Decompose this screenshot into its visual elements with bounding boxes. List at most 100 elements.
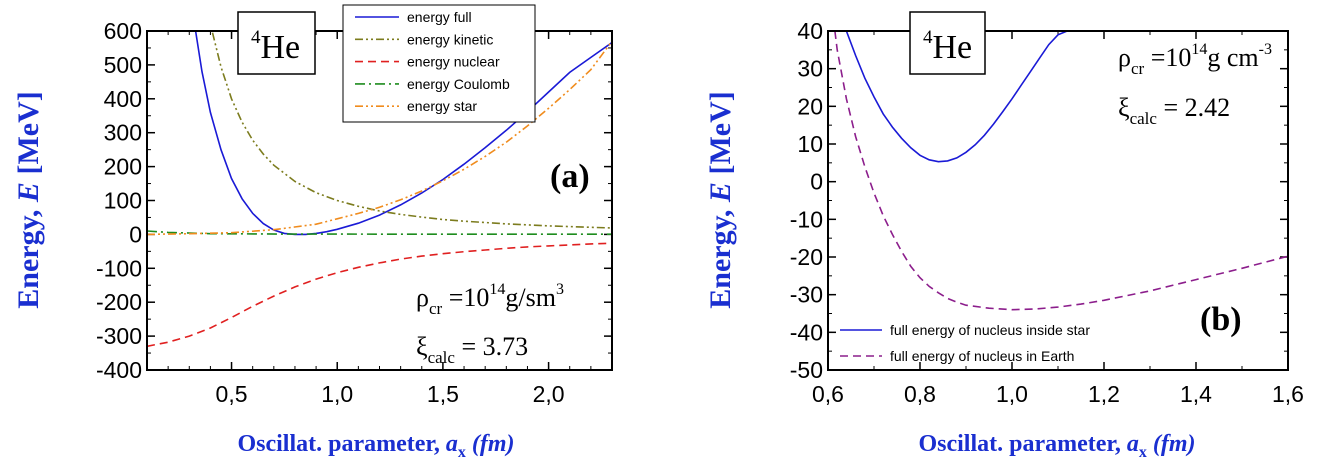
- legend-label: energy full: [407, 9, 472, 25]
- legend-label: full energy of nucleus inside star: [890, 322, 1090, 338]
- chart-panel-a: 0,5 1,0 1,5 2,0 -400 -300 -200 -100 0 100 200 300 40…: [12, 4, 613, 461]
- nucleus-label-box: 4He: [909, 11, 986, 75]
- nucleus-label-box: 4He: [237, 11, 316, 75]
- legend: energy full energy kinetic energy nuclear e…: [342, 4, 536, 123]
- y-label-unit: [MeV]: [12, 91, 45, 182]
- xi-annotation: ξcalc = 2.42: [1118, 93, 1230, 128]
- x-label-subscript: x: [458, 444, 466, 461]
- nucleus-box-frame: [909, 11, 986, 75]
- y-label-text: Energy,: [704, 202, 737, 309]
- y-tick-label: 20: [797, 93, 823, 119]
- xi-subscript: calc: [428, 348, 456, 367]
- rho-unit: g/sm: [505, 283, 556, 312]
- element-symbol: He: [261, 29, 301, 66]
- legend-label: full energy of nucleus in Earth: [890, 348, 1074, 364]
- panel-label: (b): [1200, 301, 1242, 338]
- y-tick-label: -30: [790, 282, 823, 308]
- rho-symbol: ρ: [416, 283, 429, 312]
- x-tick-label: 1,5: [427, 381, 459, 407]
- series-line: [147, 40, 612, 236]
- nucleus-label: 4He: [923, 27, 972, 66]
- legend-label: energy Coulomb: [407, 76, 510, 92]
- y-tick-label: 300: [104, 120, 142, 146]
- series-line: [834, 31, 1288, 311]
- plot-frame: [827, 30, 1289, 371]
- y-label-variable: E: [12, 182, 45, 203]
- series-line: [845, 31, 1068, 163]
- y-axis-label: Energy, E [MeV]: [12, 91, 45, 308]
- y-tick-label: 0: [129, 221, 142, 247]
- nucleus-box-frame: [237, 11, 316, 75]
- xi-annotation: ξcalc = 3.73: [416, 332, 528, 367]
- rho-unit: g cm: [1207, 43, 1258, 72]
- xi-value: = 2.42: [1157, 93, 1230, 122]
- x-tick-label: 1,0: [996, 381, 1028, 407]
- rho-unit-exponent: 3: [556, 281, 564, 298]
- y-tick-label: -200: [96, 289, 142, 315]
- series-line: [147, 242, 612, 348]
- y-tick-label: 600: [104, 18, 142, 44]
- series-line: [147, 230, 612, 235]
- x-tick-label: 1,6: [1272, 381, 1304, 407]
- x-tick-label: 1,2: [1088, 381, 1120, 407]
- rho-symbol: ρ: [1118, 43, 1131, 72]
- nucleus-label: 4He: [251, 27, 300, 66]
- xi-value: = 3.73: [455, 332, 528, 361]
- x-tick-label: 1,4: [1180, 381, 1212, 407]
- series-group: [834, 31, 1288, 311]
- x-axis-ticks: 0,6 0,8 1,0 1,2 1,4 1,6: [812, 31, 1304, 407]
- x-label-unit: (fm): [1147, 431, 1196, 457]
- rho-value: =10: [1144, 43, 1191, 72]
- y-tick-label: 200: [104, 154, 142, 180]
- element-symbol: He: [933, 29, 973, 66]
- y-tick-label: -50: [790, 357, 823, 383]
- x-axis-ticks: 0,5 1,0 1,5 2,0: [216, 31, 565, 407]
- xi-symbol: ξ: [416, 332, 428, 361]
- rho-subscript: cr: [429, 299, 443, 318]
- y-tick-label: 10: [797, 131, 823, 157]
- x-label-text: Oscillat. parameter,: [918, 431, 1126, 457]
- y-tick-label: -300: [96, 323, 142, 349]
- rho-exponent: 14: [1191, 41, 1207, 58]
- x-tick-label: 0,5: [216, 381, 248, 407]
- mass-number: 4: [923, 27, 933, 48]
- rho-annotation: ρcr =1014g/sm3: [416, 281, 564, 318]
- rho-value: =10: [442, 283, 489, 312]
- y-label-unit: [MeV]: [704, 91, 737, 182]
- y-label-variable: E: [704, 182, 737, 203]
- x-label-text: Oscillat. parameter,: [237, 431, 445, 457]
- x-axis-label: Oscillat. parameter, ax (fm): [918, 431, 1195, 461]
- x-label-variable: a: [446, 431, 458, 457]
- y-tick-label: 30: [797, 56, 823, 82]
- legend-label: energy nuclear: [407, 54, 500, 70]
- y-tick-label: 0: [810, 169, 823, 195]
- xi-subscript: calc: [1130, 109, 1158, 128]
- y-axis-ticks: -400 -300 -200 -100 0 100 200 300 400 500 600: [96, 18, 612, 383]
- legend-box: [342, 4, 536, 123]
- x-label-subscript: x: [1139, 444, 1147, 461]
- legend-label: energy star: [407, 98, 477, 114]
- chart-panel-b: 0,6 0,8 1,0 1,2 1,4 1,6 -50 -40 -30 -20 -10 0 10 20 30…: [704, 11, 1304, 461]
- y-tick-label: -10: [790, 206, 823, 232]
- mass-number: 4: [251, 27, 261, 48]
- y-tick-label: -20: [790, 244, 823, 270]
- x-label-variable: a: [1127, 431, 1139, 457]
- x-tick-label: 1,0: [321, 381, 353, 407]
- x-tick-label: 0,8: [904, 381, 936, 407]
- rho-exponent: 14: [489, 281, 505, 298]
- y-tick-label: -400: [96, 357, 142, 383]
- x-axis-label: Oscillat. parameter, ax (fm): [237, 431, 514, 461]
- y-axis-ticks: -50 -40 -30 -20 -10 0 10 20 30 40: [790, 18, 1288, 383]
- y-tick-label: -100: [96, 255, 142, 281]
- y-tick-label: 100: [104, 188, 142, 214]
- y-tick-label: 40: [797, 18, 823, 44]
- y-tick-label: 500: [104, 52, 142, 78]
- rho-unit-exponent: -3: [1259, 41, 1272, 58]
- legend-label: energy kinetic: [407, 31, 493, 47]
- panel-label: (a): [550, 158, 590, 195]
- rho-subscript: cr: [1131, 59, 1145, 78]
- legend: full energy of nucleus inside star full e…: [840, 322, 1090, 364]
- series-line: [211, 32, 612, 229]
- y-label-text: Energy,: [12, 202, 45, 309]
